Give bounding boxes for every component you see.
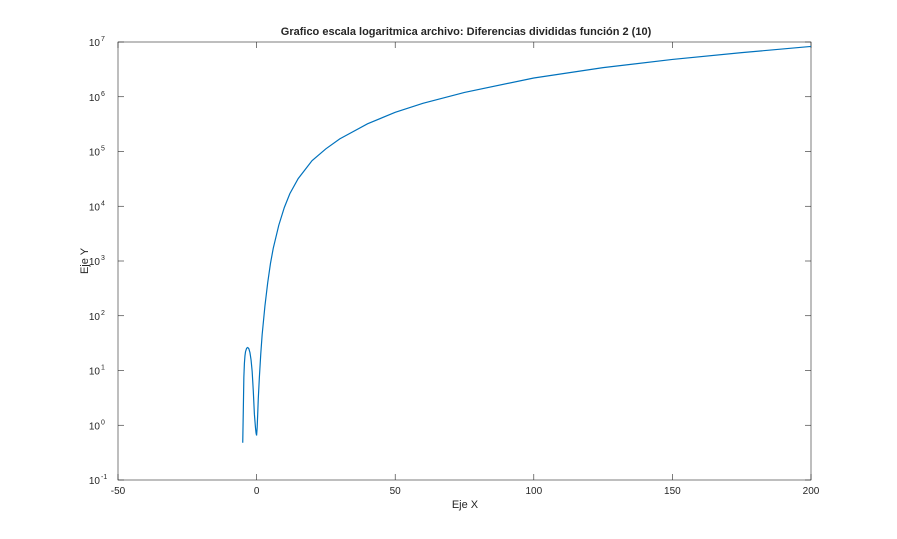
y-tick-exponent: 4	[101, 200, 105, 207]
chart-title: Grafico escala logaritmica archivo: Dife…	[281, 26, 652, 38]
series-line	[242, 45, 812, 443]
y-tick-label: 10	[89, 148, 101, 159]
y-tick-label: 10	[89, 367, 101, 378]
x-tick-label: 0	[254, 486, 260, 497]
y-tick-exponent: 6	[101, 91, 105, 98]
y-tick-exponent: -1	[101, 474, 107, 481]
x-tick-label: 200	[803, 486, 820, 497]
y-tick-label: 10	[89, 257, 101, 268]
x-axis-label: Eje X	[452, 499, 479, 511]
x-axis-ticks: -50 0 50 100 150 200	[111, 42, 820, 497]
y-axis-label: Eje Y	[79, 247, 91, 274]
y-tick-label: 10	[89, 38, 101, 49]
y-tick-exponent: 2	[101, 310, 105, 317]
y-tick-label: 10	[89, 312, 101, 323]
x-tick-label: 150	[664, 486, 681, 497]
y-tick-exponent: 7	[101, 36, 105, 43]
y-tick-label: 10	[89, 93, 101, 104]
y-tick-label: 10	[89, 202, 101, 213]
plot-area	[117, 41, 812, 481]
y-tick-label: 10	[89, 476, 101, 487]
y-tick-exponent: 3	[101, 255, 105, 262]
x-tick-label: -50	[111, 486, 126, 497]
x-tick-label: 50	[390, 486, 402, 497]
y-tick-exponent: 0	[101, 419, 105, 426]
y-tick-label: 10	[89, 421, 101, 432]
x-tick-label: 100	[525, 486, 542, 497]
y-tick-exponent: 1	[101, 365, 105, 372]
y-tick-exponent: 5	[101, 146, 105, 153]
